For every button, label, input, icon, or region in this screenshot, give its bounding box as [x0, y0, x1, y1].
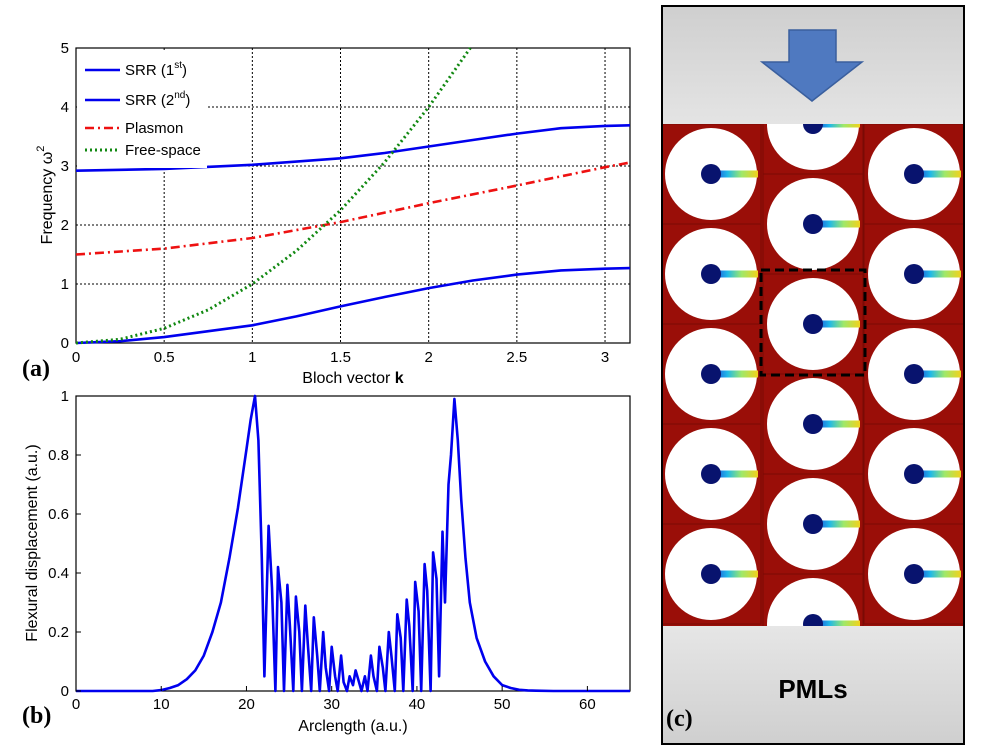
resonator-beam: [914, 270, 961, 278]
resonator-beam: [914, 570, 961, 578]
chart-a-series: [75, 47, 631, 345]
x-tick-label: 50: [494, 696, 511, 713]
x-tick-label: 10: [153, 696, 170, 713]
series-line: [76, 394, 630, 693]
y-tick-label: 0: [61, 335, 69, 352]
legend-srr2: SRR (2nd): [125, 90, 190, 109]
pml-bottom: [662, 626, 964, 744]
unit-cell-array: [662, 124, 964, 626]
chart-b-ylabel: Flexural displacement (a.u.): [24, 444, 41, 641]
resonator-core: [803, 214, 823, 234]
series-line: [75, 161, 631, 256]
resonator-beam: [813, 620, 860, 626]
resonator-beam: [711, 370, 758, 378]
resonator-core: [803, 614, 823, 626]
resonator-beam: [711, 270, 758, 278]
y-tick-label: 3: [61, 158, 69, 175]
x-tick-label: 2.5: [506, 349, 527, 366]
resonator-disk: [767, 124, 859, 170]
simulation-frame: [661, 5, 965, 745]
x-tick-label: 20: [238, 696, 255, 713]
chart-a-xlabel: Bloch vector k: [302, 370, 403, 387]
resonator-beam: [914, 370, 961, 378]
resonator-core: [803, 124, 823, 134]
series-line: [75, 47, 472, 345]
cell-border: [762, 573, 864, 626]
panel-label-c: (c): [666, 706, 693, 732]
resonator-core: [803, 514, 823, 534]
resonator-beam: [813, 420, 860, 428]
resonator-core: [904, 264, 924, 284]
series-line: [75, 266, 631, 345]
legend-srr1: SRR (1st): [125, 60, 187, 79]
resonator-beam: [711, 570, 758, 578]
legend-freespace: Free-space: [125, 142, 201, 159]
x-tick-label: 30: [323, 696, 340, 713]
resonator-core: [701, 464, 721, 484]
resonator-core: [904, 464, 924, 484]
resonator-beam: [813, 520, 860, 528]
resonator-core: [701, 364, 721, 384]
legend-plasmon: Plasmon: [125, 120, 183, 137]
resonator-beam: [711, 170, 758, 178]
y-tick-label: 0.6: [48, 506, 69, 523]
x-tick-label: 0: [72, 696, 80, 713]
y-tick-label: 4: [61, 99, 69, 116]
resonator-core: [904, 164, 924, 184]
resonator-core: [904, 564, 924, 584]
resonator-beam: [711, 470, 758, 478]
panel-label-a: (a): [22, 356, 50, 382]
x-tick-label: 0.5: [154, 349, 175, 366]
x-tick-label: 40: [409, 696, 426, 713]
y-tick-label: 0.4: [48, 565, 69, 582]
y-tick-label: 1: [61, 276, 69, 293]
series-line: [75, 124, 631, 172]
cell-border: [662, 523, 762, 625]
y-tick-label: 5: [61, 40, 69, 57]
resonator-beam: [813, 124, 860, 128]
x-tick-label: 1: [248, 349, 256, 366]
resonator-beam: [813, 220, 860, 228]
chart-a-ticks: 0 0.5 1 1.5 2 2.5 3 0 1 2 3 4 5: [61, 40, 610, 366]
chart-a: 0 0.5 1 1.5 2 2.5 3 0 1 2 3 4 5 SRR (1st) SRR (2nd) …: [22, 40, 631, 387]
chart-b-series: [76, 394, 630, 693]
chart-b-ticks: 0 10 20 30 40 50 60 0 0.2 0.4 0.6 0.8 1: [48, 388, 596, 713]
x-tick-label: 0: [72, 349, 80, 366]
resonator-core: [904, 364, 924, 384]
panel-label-b: (b): [22, 703, 51, 729]
resonator-beam: [813, 320, 860, 328]
resonator-core: [701, 564, 721, 584]
chart-a-legend: SRR (1st) SRR (2nd) Plasmon Free-space: [77, 50, 207, 168]
resonator-core: [803, 314, 823, 334]
resonator-beam: [914, 470, 961, 478]
x-tick-label: 60: [579, 696, 596, 713]
chart-b: 0 10 20 30 40 50 60 0 0.2 0.4 0.6 0.8 1 Arclength (a…: [22, 388, 631, 735]
chart-a-ylabel: Frequency ω2: [35, 146, 56, 245]
resonator-beam: [914, 170, 961, 178]
resonator-core: [701, 264, 721, 284]
y-tick-label: 0.2: [48, 624, 69, 641]
chart-b-frame: [75, 395, 631, 692]
chart-b-xlabel: Arclength (a.u.): [298, 718, 407, 735]
resonator-core: [701, 164, 721, 184]
y-tick-label: 0: [61, 683, 69, 700]
simulation-panel: PMLs (c): [661, 5, 965, 745]
y-tick-label: 2: [61, 217, 69, 234]
y-tick-label: 0.8: [48, 447, 69, 464]
cell-border: [863, 523, 964, 625]
resonator-disk: [767, 578, 859, 626]
pml-label: PMLs: [778, 674, 847, 704]
x-tick-label: 2: [425, 349, 433, 366]
x-tick-label: 3: [601, 349, 609, 366]
y-tick-label: 1: [61, 388, 69, 405]
down-arrow-icon: [759, 29, 865, 102]
x-tick-label: 1.5: [330, 349, 351, 366]
unit-cell-highlight: [759, 268, 867, 377]
cells: [662, 124, 964, 626]
resonator-core: [803, 414, 823, 434]
